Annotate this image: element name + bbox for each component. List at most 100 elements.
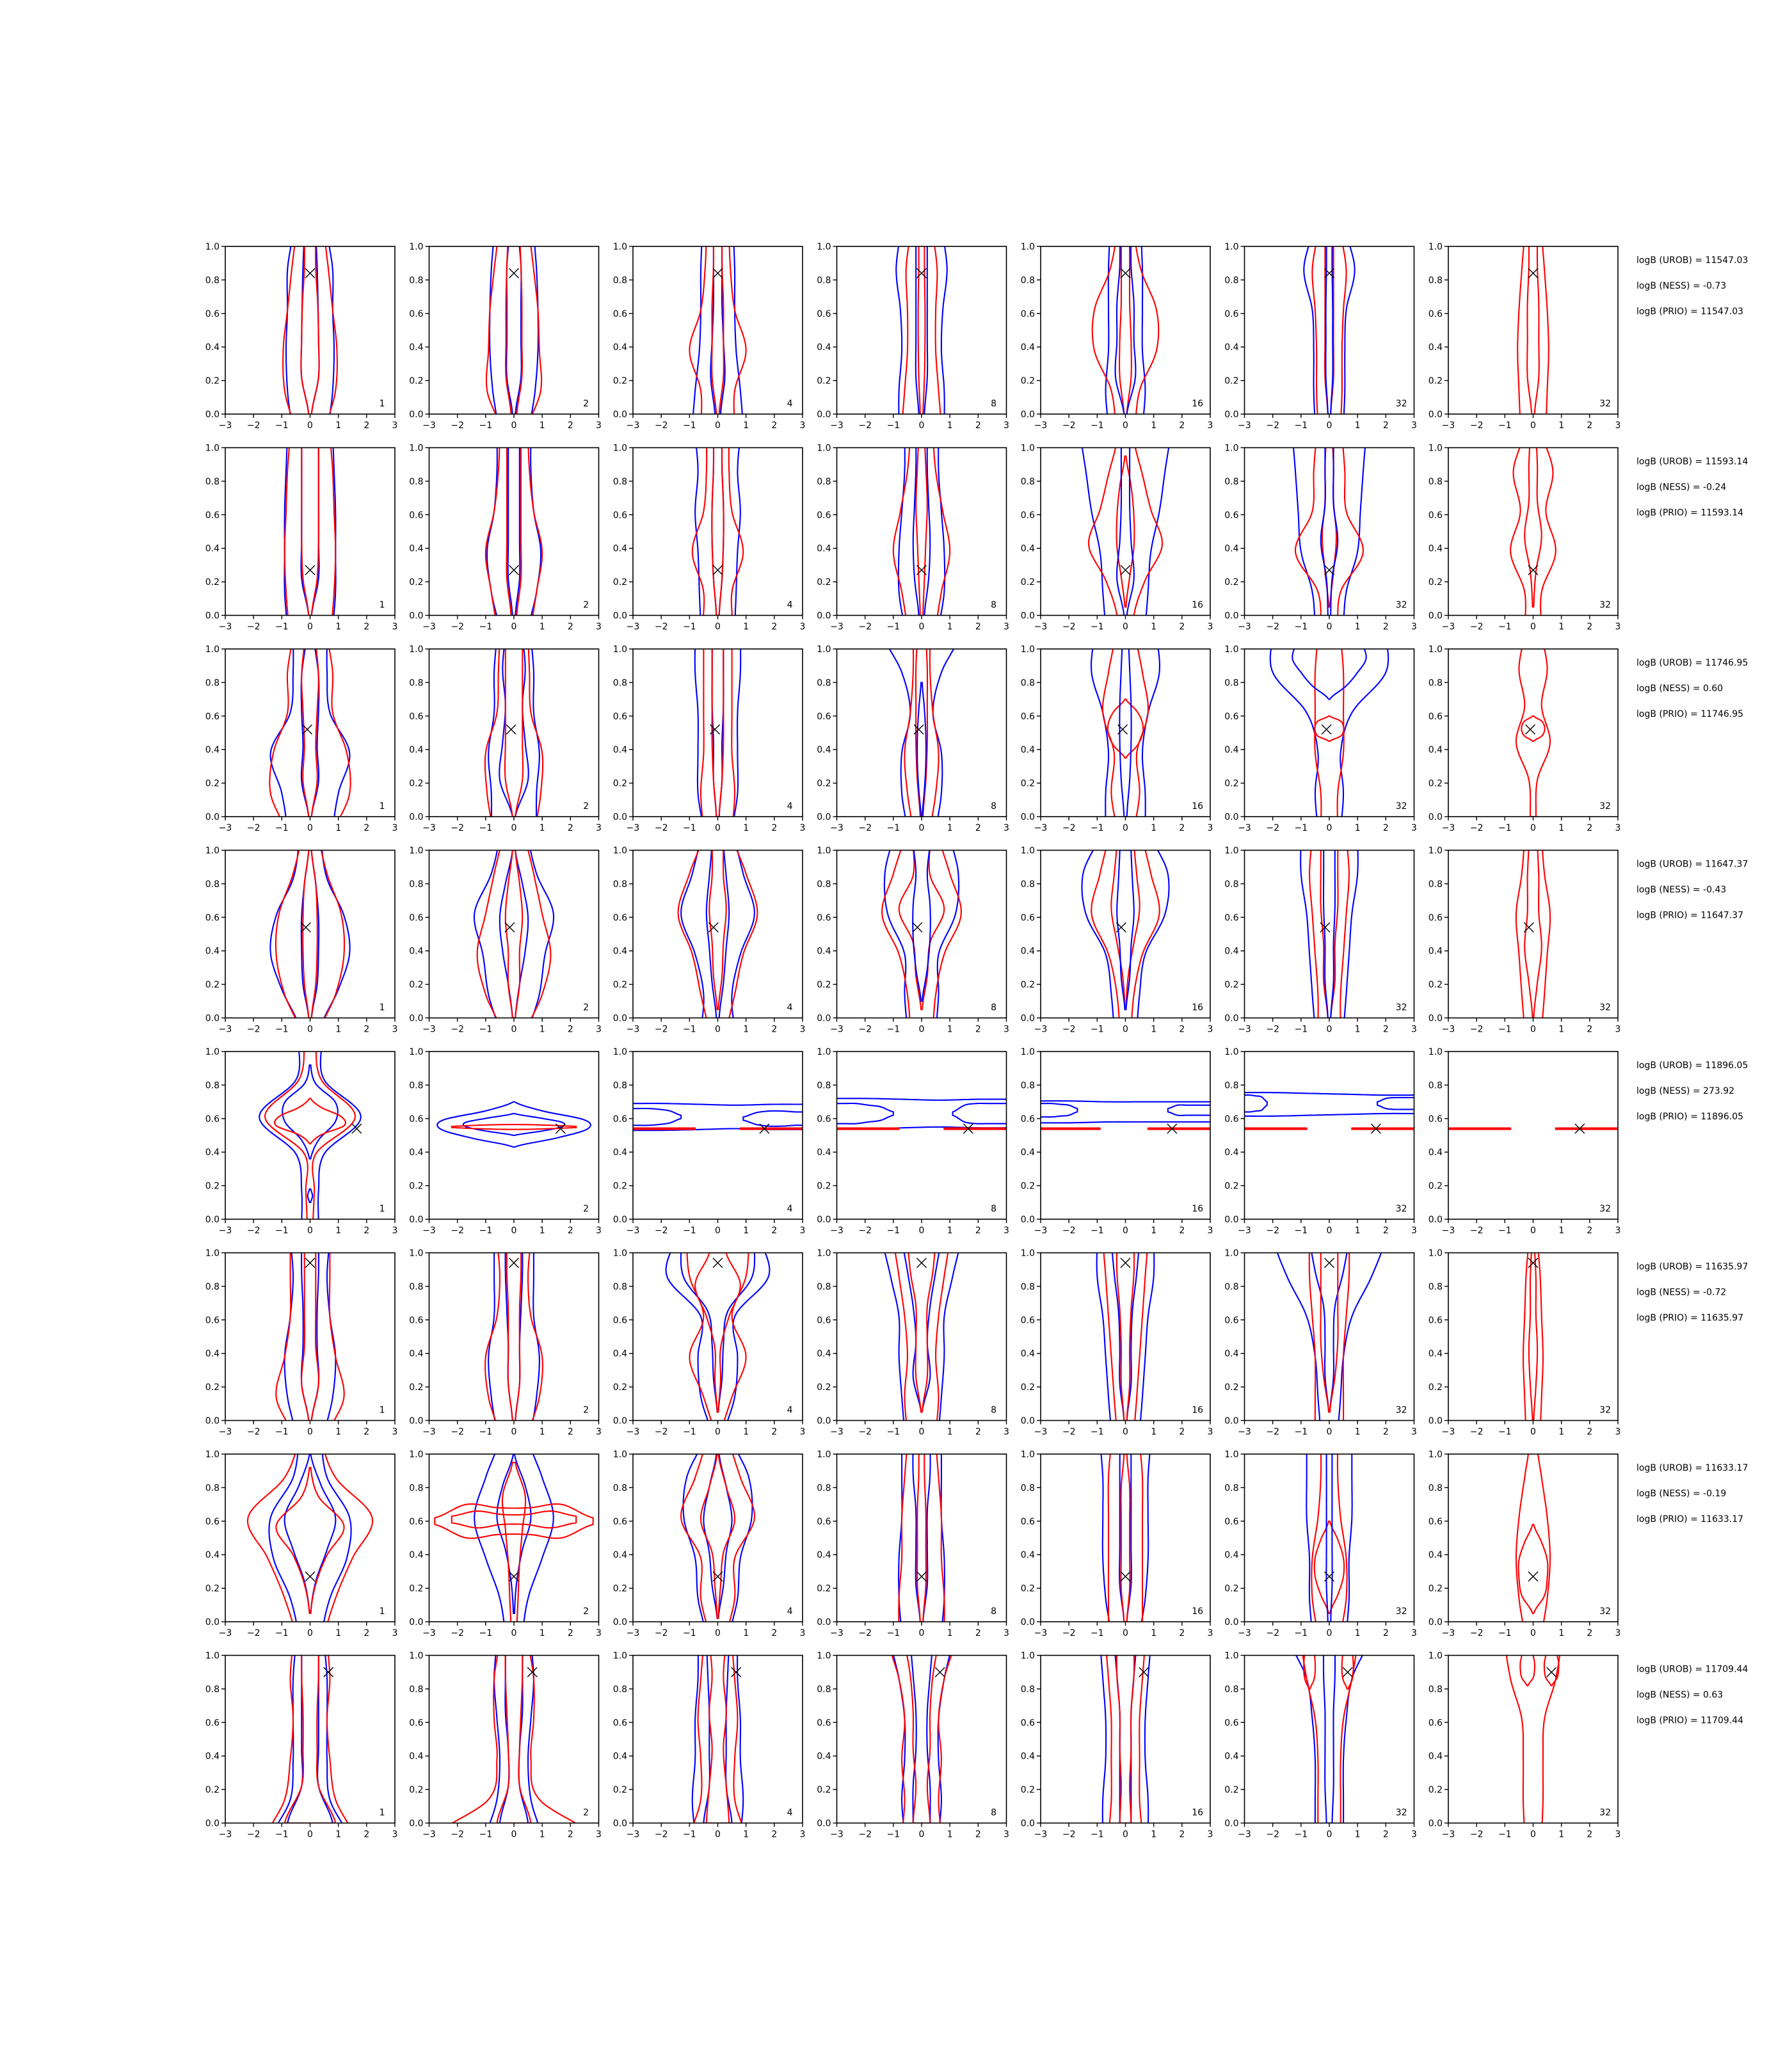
x-tick-label: 0: [1530, 1427, 1536, 1437]
x-tick-label: −1: [683, 823, 696, 833]
x-tick-label: 3: [1615, 420, 1621, 431]
x-tick-label: −2: [1062, 823, 1076, 833]
y-tick-label: 0.6: [1021, 309, 1035, 319]
contour-line-red: [246, 1454, 374, 1622]
x-tick-label: 1: [540, 1427, 545, 1437]
y-tick-label: 0.0: [205, 1014, 220, 1024]
logb-annotation: logB (PRIO) = 11896.05: [1636, 1112, 1743, 1122]
panel-label: 32: [1396, 1204, 1407, 1214]
x-tick-label: 3: [1411, 1427, 1417, 1437]
y-tick-label: 0.8: [613, 1483, 627, 1493]
logb-annotation: logB (NESS) = -0.43: [1636, 885, 1726, 895]
x-tick-label: −1: [275, 1025, 289, 1035]
y-tick-label: 0.2: [1224, 1584, 1238, 1594]
x-tick-label: 2: [975, 1830, 981, 1840]
contour-line-blue: [1100, 1454, 1151, 1622]
contour-line-red: [711, 246, 724, 414]
panel-label: 16: [1192, 600, 1203, 611]
y-tick-label: 0.0: [613, 1416, 627, 1427]
y-tick-label: 0.8: [1021, 477, 1035, 487]
contour-lines: [881, 850, 962, 1018]
x-tick-label: −1: [1091, 1830, 1104, 1840]
panel-label: 4: [787, 801, 793, 812]
y-tick-label: 0.0: [409, 1014, 423, 1024]
contour-line-red: [1087, 447, 1164, 616]
marker-x: [305, 564, 316, 575]
contour-panel: −3 −2 −1 0 1 2 3 0.0 0.2 0.4 0.6 0.8 1.0 16: [1021, 1249, 1213, 1437]
contour-line-blue: [883, 850, 960, 1018]
x-tick-label: 3: [800, 1830, 806, 1840]
x-tick-label: 0: [919, 622, 925, 632]
contour-panel: −3 −2 −1 0 1 2 3 0.0 0.2 0.4 0.6 0.8 1.0 32: [1428, 1249, 1621, 1437]
x-tick-label: 2: [568, 1025, 573, 1035]
y-tick-label: 0.0: [205, 611, 220, 621]
x-tick-label: 2: [771, 1628, 777, 1638]
panel-label: 4: [787, 1204, 793, 1214]
panel-label: 2: [583, 399, 589, 409]
x-tick-label: −2: [1266, 622, 1279, 632]
y-tick-label: 0.8: [613, 678, 627, 688]
y-tick-label: 0.2: [1021, 577, 1035, 588]
x-tick-label: 3: [392, 823, 398, 833]
contour-line-red: [1521, 715, 1546, 742]
panel-label: 2: [583, 1808, 589, 1818]
x-tick-label: −2: [451, 823, 464, 833]
logb-annotation: logB (PRIO) = 11647.37: [1636, 911, 1743, 921]
y-tick-label: 0.4: [1021, 1550, 1035, 1560]
x-tick-label: 1: [540, 420, 545, 431]
y-tick-label: 0.2: [205, 1785, 220, 1795]
contour-line-red: [1116, 1252, 1135, 1421]
x-tick-label: −1: [275, 1830, 289, 1840]
contour-line-red: [476, 850, 552, 1018]
contour-lines: [1096, 1252, 1155, 1421]
marker-x: [305, 1571, 316, 1582]
x-tick-label: −3: [830, 622, 844, 632]
y-tick-label: 0.2: [409, 1181, 423, 1192]
contour-line-blue: [1119, 1454, 1132, 1622]
marker-x: [1120, 1258, 1131, 1268]
marker-x: [1120, 564, 1131, 575]
y-tick-label: 1.0: [1428, 1651, 1443, 1661]
y-tick-label: 0.6: [613, 1315, 627, 1325]
y-tick-label: 0.6: [817, 712, 831, 722]
contour-panel: −3 −2 −1 0 1 2 3 0.0 0.2 0.4 0.6 0.8 1.0 8: [817, 1249, 1009, 1437]
x-tick-label: 0: [715, 622, 721, 632]
y-tick-label: 0.8: [205, 879, 220, 890]
contour-line-red: [686, 1252, 749, 1421]
y-tick-label: 1.0: [817, 444, 831, 454]
y-tick-label: 1.0: [1428, 846, 1443, 856]
x-tick-label: 3: [1615, 1025, 1621, 1035]
x-tick-label: 1: [335, 823, 341, 833]
contour-line-red: [264, 1052, 356, 1219]
y-tick-label: 0.2: [1224, 577, 1238, 588]
x-tick-label: −1: [1091, 622, 1104, 632]
contour-line-blue: [895, 246, 948, 414]
x-tick-label: −1: [683, 622, 696, 632]
y-tick-label: 0.6: [613, 510, 627, 520]
x-tick-label: −2: [655, 1427, 668, 1437]
logb-annotation: logB (PRIO) = 11633.17: [1636, 1514, 1743, 1524]
x-tick-label: 2: [1179, 420, 1185, 431]
panel-label: 8: [991, 1606, 996, 1617]
x-tick-label: 1: [1558, 1830, 1564, 1840]
contour-line-red: [1041, 1127, 1101, 1130]
contour-lines: [284, 447, 337, 616]
y-tick-label: 1.0: [1021, 1249, 1035, 1259]
contour-line-red: [274, 1098, 346, 1145]
x-tick-label: −3: [627, 1226, 640, 1236]
contour-line-red: [484, 1252, 543, 1421]
y-tick-label: 0.2: [817, 376, 831, 387]
y-tick-label: 1.0: [613, 1249, 627, 1259]
y-tick-label: 0.6: [817, 309, 831, 319]
y-tick-label: 0.6: [1428, 1315, 1443, 1325]
x-tick-label: 1: [1151, 1628, 1156, 1638]
x-tick-label: 2: [1383, 1226, 1389, 1236]
contour-line-blue: [680, 1252, 756, 1413]
contour-lines: [1300, 850, 1359, 1018]
marker-x: [916, 1571, 927, 1582]
marker-x: [1525, 724, 1536, 735]
y-tick-label: 0.0: [1021, 1416, 1035, 1427]
y-tick-label: 0.6: [613, 913, 627, 923]
x-tick-label: −3: [627, 1830, 640, 1840]
x-tick-label: −1: [1091, 420, 1104, 431]
